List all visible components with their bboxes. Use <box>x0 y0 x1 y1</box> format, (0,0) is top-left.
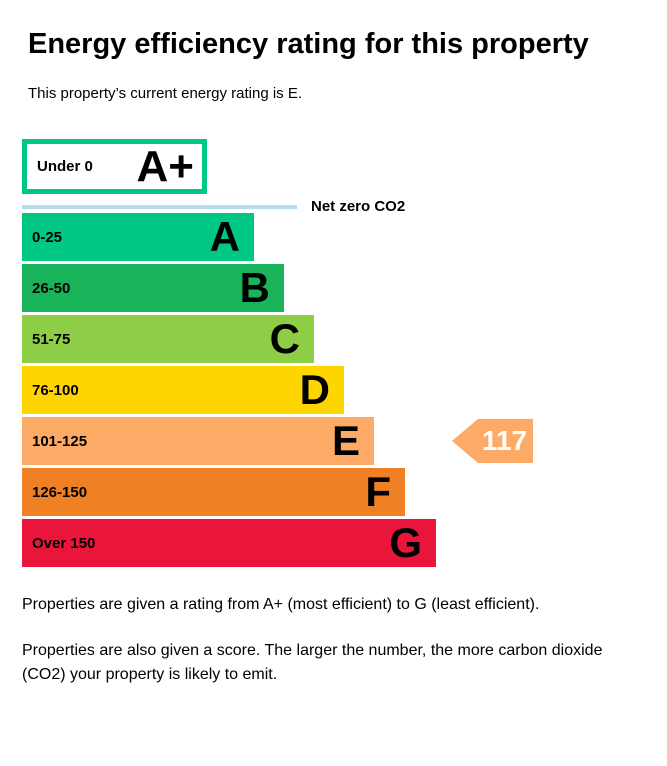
left-arrow-icon <box>452 419 533 463</box>
band-letter: A+ <box>136 141 194 191</box>
band-g: Over 150 G <box>22 519 436 567</box>
page-title: Energy efficiency rating for this proper… <box>28 28 589 60</box>
band-d: 76-100 D <box>22 366 344 414</box>
band-range-label: 126-150 <box>32 483 88 501</box>
net-zero-line <box>22 204 297 209</box>
band-range-label: 51-75 <box>32 330 71 348</box>
band-range-label: Over 150 <box>32 534 96 552</box>
band-letter: A <box>209 213 240 260</box>
band-letter: E <box>331 417 360 464</box>
band-range-label: 101-125 <box>32 432 88 450</box>
band-f: 126-150 F <box>22 468 405 516</box>
band-range-label: 26-50 <box>32 279 71 297</box>
band-b: 26-50 B <box>22 264 284 312</box>
band-range-label: Under 0 <box>37 158 93 175</box>
band-letter: D <box>299 366 330 413</box>
band-c: 51-75 C <box>22 315 314 363</box>
band-a-plus: Under 0 A+ <box>22 139 207 194</box>
band-e: 101-125 E <box>22 417 374 465</box>
band-letter: G <box>389 519 422 566</box>
energy-rating-page: Energy efficiency rating for this proper… <box>0 26 667 766</box>
band-range-label: 0-25 <box>32 228 63 246</box>
current-score-value: 117 <box>481 425 528 456</box>
rating-explanation-text: Properties are given a rating from A+ (m… <box>22 596 540 613</box>
score-explanation-text: Properties are also given a score. The l… <box>22 642 603 683</box>
net-zero-label: Net zero CO2 <box>311 198 406 215</box>
band-letter: F <box>365 468 391 515</box>
energy-rating-chart: Under 0 A+ Net zero CO2 0-25 A 26-50 B 5… <box>22 139 667 567</box>
current-rating-text: This property’s current energy rating is… <box>28 85 303 102</box>
band-a: 0-25 A <box>22 213 254 261</box>
current-score-arrow: 117 <box>452 419 533 463</box>
band-letter: B <box>239 264 270 311</box>
band-range-label: 76-100 <box>32 381 79 399</box>
footer-notes: Properties are given a rating from A+ (m… <box>0 593 667 687</box>
net-zero-row: Net zero CO2 <box>22 198 667 215</box>
band-letter: C <box>269 315 300 362</box>
